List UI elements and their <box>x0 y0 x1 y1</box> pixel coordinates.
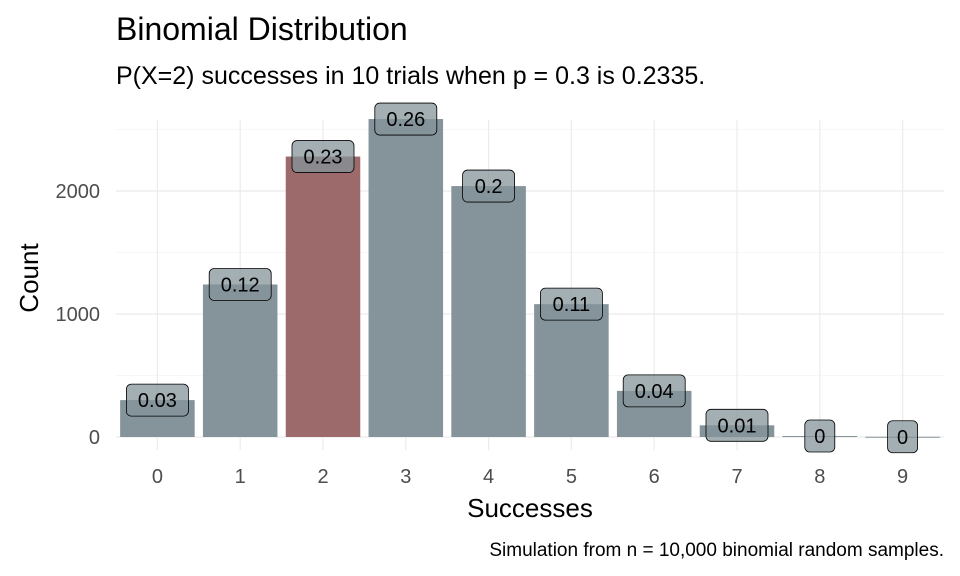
bar-5 <box>534 304 609 437</box>
x-tick-label: 5 <box>566 466 577 488</box>
data-label-3: 0.26 <box>374 102 438 136</box>
data-label-box <box>540 287 603 321</box>
data-label-box <box>462 169 516 203</box>
x-tick-label: 0 <box>152 466 163 488</box>
data-label-box <box>208 268 272 301</box>
data-label-box <box>126 383 189 417</box>
bar-1 <box>202 284 278 437</box>
bars <box>120 119 940 438</box>
data-label-box <box>374 102 438 136</box>
x-axis-title: Successes <box>467 493 593 523</box>
data-label-text: 0.2 <box>475 176 503 198</box>
x-tick-label: 2 <box>317 466 328 488</box>
bar-2 <box>285 156 361 437</box>
data-label-1: 0.12 <box>208 268 272 301</box>
data-label-8: 0 <box>804 419 836 453</box>
x-tick-label: 3 <box>400 466 411 488</box>
x-axis-ticks: 0 1 2 3 4 5 6 7 8 9 <box>152 466 908 488</box>
data-label-box <box>804 419 836 453</box>
chart-caption: Simulation from n = 10,000 binomial rand… <box>489 540 944 561</box>
data-label-text: 0.23 <box>304 147 343 169</box>
data-label-text: 0.12 <box>221 274 260 296</box>
y-tick-label: 0 <box>89 427 100 449</box>
data-label-text: 0.03 <box>138 390 177 412</box>
data-label-box <box>887 420 918 454</box>
y-tick-label: 1000 <box>56 304 101 326</box>
data-label-box <box>291 140 355 173</box>
data-labels: 0.03 0.12 0.23 0.26 0.2 0.11 0.04 0.01 0 0 <box>126 102 918 454</box>
x-tick-label: 7 <box>731 466 742 488</box>
data-label-text: 0.01 <box>718 415 757 437</box>
data-label-text: 0.26 <box>386 109 425 131</box>
data-label-box <box>705 408 769 442</box>
data-label-7: 0.01 <box>705 408 769 442</box>
bar-4 <box>451 186 526 437</box>
y-tick-label: 2000 <box>56 181 101 203</box>
data-label-2: 0.23 <box>291 140 355 173</box>
data-label-4: 0.2 <box>462 169 516 203</box>
x-tick-label: 6 <box>649 466 660 488</box>
y-axis-ticks: 0 1000 2000 <box>56 181 101 449</box>
data-label-box <box>622 374 686 408</box>
bar-3 <box>368 119 444 438</box>
chart-subtitle: P(X=2) successes in 10 trials when p = 0… <box>116 62 705 90</box>
data-label-6: 0.04 <box>622 374 686 408</box>
data-label-text: 0.11 <box>553 294 590 316</box>
x-tick-label: 4 <box>483 466 494 488</box>
data-label-9: 0 <box>887 420 918 454</box>
data-label-0: 0.03 <box>126 383 189 417</box>
x-tick-label: 9 <box>897 466 908 488</box>
data-label-text: 0.04 <box>635 381 674 403</box>
x-tick-label: 8 <box>814 466 825 488</box>
data-label-text: 0 <box>897 427 908 449</box>
chart-title: Binomial Distribution <box>116 11 408 47</box>
data-label-text: 0 <box>814 426 825 448</box>
x-tick-label: 1 <box>235 466 246 488</box>
data-label-5: 0.11 <box>540 287 603 321</box>
y-axis-title: Count <box>14 243 44 313</box>
